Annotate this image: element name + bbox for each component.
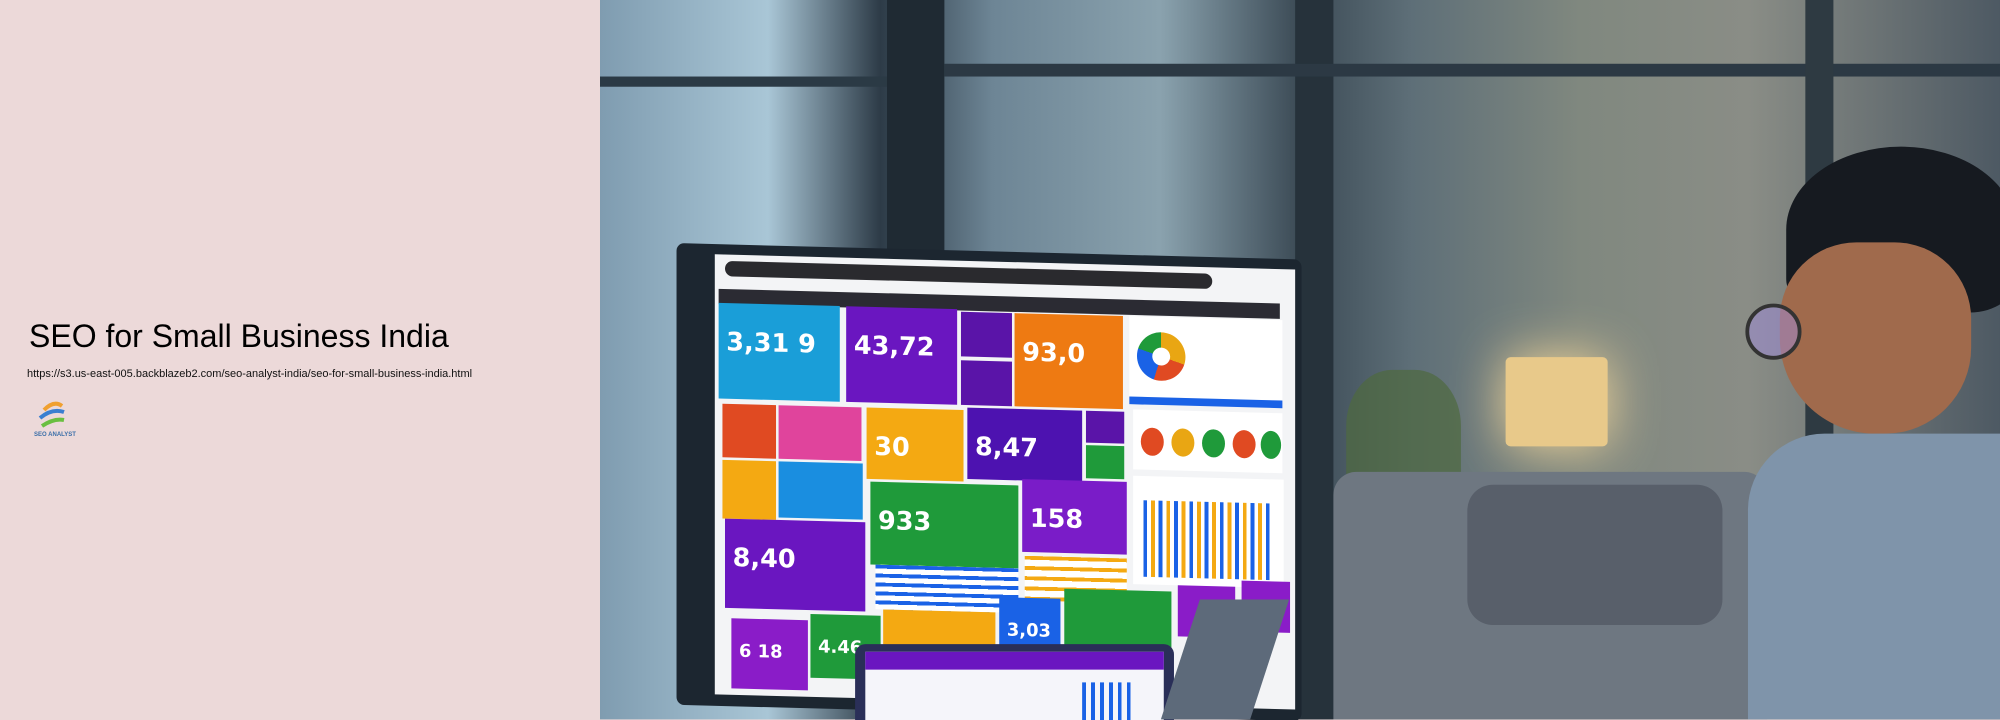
tile-value: 8,47 (974, 430, 1038, 464)
tile: 6 18 (731, 618, 808, 691)
tile (1085, 445, 1125, 480)
cushion (1467, 484, 1723, 625)
tile-value: 30 (874, 430, 910, 463)
tile: 3,31 9 (718, 302, 840, 402)
tile-value: 8,40 (732, 541, 796, 575)
tile: 30 (866, 407, 964, 482)
circles-panel (1133, 409, 1283, 474)
tile (722, 459, 777, 520)
stripes (875, 564, 1019, 614)
woman-clothing (1747, 433, 2000, 720)
page-title: SEO for Small Business India (29, 318, 449, 354)
logo-text: SEO ANALYST (34, 432, 76, 438)
tile-value: 43,72 (853, 329, 935, 363)
glasses-icon (1745, 303, 1802, 360)
tile (778, 405, 862, 461)
tile-value: 933 (878, 504, 932, 537)
lamp (1505, 357, 1608, 447)
donut-panel (1129, 316, 1283, 401)
bar-chart-panel (1133, 475, 1284, 589)
tile: 43,72 (846, 306, 958, 405)
laptop (855, 644, 1174, 720)
tile (1085, 410, 1125, 444)
hero-photo: 3,31 9 43,72 93,0 30 8,47 933 158 (600, 0, 2000, 720)
browser-bar (724, 260, 1213, 290)
tile-value: 93,0 (1022, 336, 1086, 369)
bar-chart (1143, 500, 1271, 581)
page-url[interactable]: https://s3.us-east-005.backblazeb2.com/s… (27, 368, 473, 380)
tile: 158 (1022, 479, 1127, 555)
tile (960, 311, 1012, 358)
tile-value: 6 18 (739, 641, 783, 663)
tile: 8,40 (724, 518, 866, 612)
tile (722, 403, 777, 459)
tile: 93,0 (1014, 313, 1123, 410)
globe-swirl-icon (38, 401, 65, 428)
tile-value: 158 (1029, 502, 1084, 535)
tile-value: 3,31 9 (726, 326, 816, 359)
donut-chart (1136, 331, 1186, 382)
tile (960, 360, 1012, 407)
window-frame (600, 76, 887, 87)
woman-face (1779, 242, 1972, 434)
tile (1064, 588, 1172, 649)
seo-analyst-logo: SEO ANALYST (30, 400, 80, 445)
tile: 8,47 (967, 407, 1083, 483)
left-panel: SEO for Small Business India https://s3.… (0, 0, 600, 720)
tile (778, 461, 863, 520)
tile: 933 (870, 481, 1019, 569)
window-frame (944, 63, 2000, 77)
laptop-screen (865, 651, 1164, 720)
tile-value: 3,03 (1006, 620, 1051, 642)
